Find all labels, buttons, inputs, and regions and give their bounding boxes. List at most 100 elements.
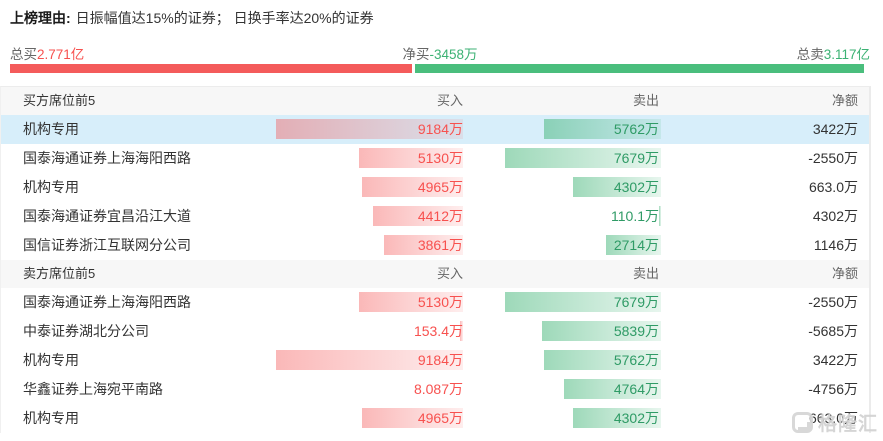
- seat-row[interactable]: 华鑫证券上海宛平南路 8.087万 4764万 -4756万: [1, 375, 869, 404]
- total-sell-label: 总卖: [796, 47, 824, 62]
- sell-value: 5762万: [613, 121, 659, 137]
- net-value: 663.0万: [808, 179, 858, 195]
- buy-value: 4412万: [417, 208, 463, 224]
- buy-amount-bar: [358, 148, 463, 168]
- seat-row[interactable]: 机构专用 4965万 4302万 663.0万: [1, 404, 869, 433]
- net-buy-label: 净买: [402, 47, 430, 62]
- net-value: 4302万: [812, 208, 858, 224]
- net-value: 1146万: [813, 237, 858, 253]
- total-buy-label: 总买: [10, 47, 37, 62]
- net-value: -2550万: [808, 150, 858, 166]
- listing-reason-label: 上榜理由:: [10, 10, 71, 26]
- column-header-net: 净额: [831, 93, 858, 108]
- net-value: 663.0万: [808, 410, 858, 426]
- seat-name: 国泰海通证券上海海阳西路: [23, 150, 191, 166]
- column-header-sell: 卖出: [632, 93, 659, 108]
- net-value: 3422万: [812, 352, 858, 368]
- sell-value: 5839万: [613, 323, 659, 339]
- seat-name: 华鑫证券上海宛平南路: [23, 381, 163, 397]
- seat-name: 机构专用: [23, 352, 79, 368]
- sell-value: 7679万: [613, 150, 659, 166]
- gelonghui-watermark-text: 格隆汇: [817, 414, 878, 435]
- gelonghui-logo-icon: [791, 412, 813, 433]
- buy-value: 153.4万: [413, 323, 463, 339]
- seat-row[interactable]: 机构专用 4965万 4302万 663.0万: [1, 173, 869, 202]
- table-header-row: 买方席位前5 买入 卖出 净额: [1, 87, 869, 115]
- column-header-net: 净额: [831, 266, 858, 281]
- seat-name: 机构专用: [23, 179, 79, 195]
- buy-amount-bar: [358, 292, 463, 312]
- buy-amount-bar: [361, 408, 463, 428]
- sell-value: 5762万: [613, 352, 659, 368]
- sell-amount-bar: [543, 119, 661, 139]
- buy-value: 4965万: [417, 179, 463, 195]
- total-buy: 总买2.771亿: [10, 43, 297, 63]
- table-header-row: 卖方席位前5 买入 卖出 净额: [1, 260, 869, 288]
- ratio-bar-gap: [411, 64, 415, 73]
- buy-value: 4965万: [417, 410, 463, 426]
- sell-amount-bar: [504, 292, 661, 312]
- sell-amount-bar: [542, 321, 661, 341]
- seat-row[interactable]: 国信证券浙江互联网分公司 3861万 2714万 1146万: [1, 231, 869, 260]
- net-value: -2550万: [808, 294, 858, 310]
- seat-row[interactable]: 国泰海通证券上海海阳西路 5130万 7679万 -2550万: [1, 144, 869, 173]
- buy-amount-bar: [373, 206, 463, 226]
- seat-table: 买方席位前5 买入 卖出 净额 机构专用 9184万 5762万 3422万 国…: [1, 87, 869, 260]
- buy-amount-bar: [276, 119, 463, 139]
- sell-amount-bar: [605, 235, 661, 255]
- seat-row[interactable]: 机构专用 9184万 5762万 3422万: [1, 115, 869, 144]
- net-value: 3422万: [812, 121, 858, 137]
- seat-row[interactable]: 国泰海通证券宜昌沿江大道 4412万 110.1万 4302万: [1, 202, 869, 231]
- gelonghui-watermark: 格隆汇: [791, 409, 878, 436]
- buy-amount-bar: [361, 177, 463, 197]
- sell-amount-bar: [573, 408, 661, 428]
- column-header-buy: 买入: [436, 93, 463, 108]
- sell-ratio-segment: [414, 64, 864, 73]
- buy-sell-summary: 总买2.771亿 净买-3458万 总卖3.117亿: [10, 43, 870, 63]
- buy-ratio-segment: [10, 64, 412, 73]
- buy-amount-bar: [384, 235, 463, 255]
- seat-name: 国泰海通证券宜昌沿江大道: [23, 208, 191, 224]
- sell-value: 4302万: [613, 179, 659, 195]
- seat-tables: 买方席位前5 买入 卖出 净额 机构专用 9184万 5762万 3422万 国…: [0, 86, 871, 433]
- sell-value: 110.1万: [611, 208, 659, 224]
- total-buy-value: 2.771亿: [37, 47, 85, 62]
- sell-value: 4764万: [613, 381, 659, 397]
- sell-amount-bar: [504, 148, 661, 168]
- buy-value: 9184万: [417, 121, 463, 137]
- buy-value: 8.087万: [413, 381, 463, 397]
- table-title: 卖方席位前5: [23, 266, 96, 281]
- listing-reason: 上榜理由: 日振幅值达15%的证券； 日换手率达20%的证券: [10, 8, 374, 28]
- net-value: -5685万: [808, 323, 858, 339]
- seat-name: 国信证券浙江互联网分公司: [23, 237, 191, 253]
- buy-value: 9184万: [417, 352, 463, 368]
- sell-amount-bar: [563, 379, 661, 399]
- sell-amount-bar: [543, 350, 661, 370]
- seat-name: 国泰海通证券上海海阳西路: [23, 294, 191, 310]
- net-value: -4756万: [808, 381, 858, 397]
- total-sell: 总卖3.117亿: [583, 43, 870, 63]
- sell-amount-bar: [573, 177, 661, 197]
- sell-amount-bar: [658, 206, 661, 226]
- sell-value: 2714万: [613, 237, 659, 253]
- seat-row[interactable]: 中泰证券湖北分公司 153.4万 5839万 -5685万: [1, 317, 869, 346]
- buy-value: 5130万: [417, 150, 463, 166]
- seat-table: 卖方席位前5 买入 卖出 净额 国泰海通证券上海海阳西路 5130万 7679万…: [1, 260, 869, 433]
- net-buy: 净买-3458万: [297, 43, 584, 63]
- seat-row[interactable]: 国泰海通证券上海海阳西路 5130万 7679万 -2550万: [1, 288, 869, 317]
- seat-name: 中泰证券湖北分公司: [23, 323, 149, 339]
- seat-row[interactable]: 机构专用 9184万 5762万 3422万: [1, 346, 869, 375]
- buy-sell-ratio-bar: [10, 64, 864, 73]
- buy-value: 3861万: [417, 237, 463, 253]
- table-title: 买方席位前5: [23, 93, 96, 108]
- sell-value: 7679万: [613, 294, 659, 310]
- column-header-buy: 买入: [436, 266, 463, 281]
- buy-amount-bar: [276, 350, 463, 370]
- seat-name: 机构专用: [23, 410, 79, 426]
- sell-value: 4302万: [613, 410, 659, 426]
- seat-name: 机构专用: [23, 121, 79, 137]
- column-header-sell: 卖出: [632, 266, 659, 281]
- buy-amount-bar: [459, 321, 463, 341]
- buy-value: 5130万: [417, 294, 463, 310]
